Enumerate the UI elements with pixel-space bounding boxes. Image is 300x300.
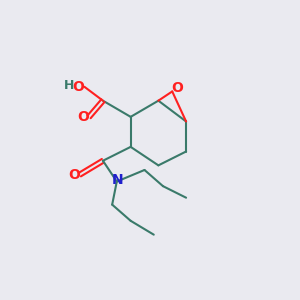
Text: N: N (112, 173, 124, 188)
Text: H: H (64, 79, 74, 92)
Text: O: O (171, 81, 183, 95)
Text: O: O (73, 80, 85, 94)
Text: O: O (77, 110, 89, 124)
Text: O: O (68, 168, 80, 182)
